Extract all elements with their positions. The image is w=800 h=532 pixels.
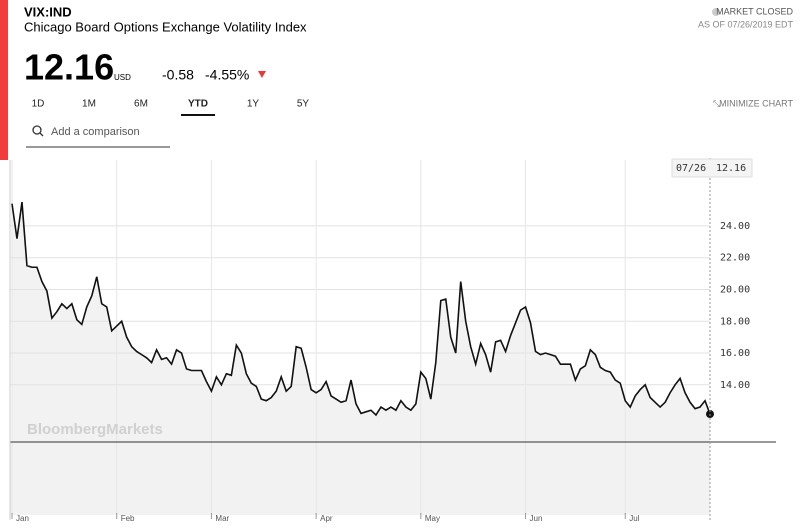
minimize-icon[interactable]: ⤡	[713, 98, 720, 108]
x-tick-label: Jul	[629, 514, 639, 523]
accent-bar	[0, 0, 8, 160]
change: -0.58	[162, 67, 194, 83]
range-tab[interactable]: 6M	[134, 99, 148, 110]
comparison-input[interactable]: Add a comparison	[51, 126, 140, 138]
status-dot	[712, 8, 720, 16]
minimize-chart[interactable]: MINIMIZE CHART	[719, 98, 793, 108]
x-tick-label: May	[425, 514, 440, 523]
ticker: VIX:IND	[24, 4, 72, 19]
y-tick-label: 24.00	[720, 221, 750, 232]
price: 12.16	[24, 47, 114, 88]
y-tick-label: 14.00	[720, 380, 750, 391]
change-pct: -4.55%	[205, 67, 249, 83]
y-tick-label: 18.00	[720, 316, 750, 327]
y-tick-label: 20.00	[720, 284, 750, 295]
watermark: BloombergMarkets	[27, 421, 163, 438]
range-tab[interactable]: 5Y	[297, 99, 310, 110]
security-name: Chicago Board Options Exchange Volatilit…	[24, 19, 307, 34]
x-tick-label: Jun	[530, 514, 543, 523]
as-of: AS OF 07/26/2019 EDT	[698, 19, 794, 29]
price-line	[11, 201, 711, 417]
x-tick-label: Apr	[320, 514, 333, 523]
x-tick-label: Feb	[121, 514, 135, 523]
down-arrow	[258, 71, 266, 78]
x-tick-label: Jan	[16, 514, 29, 523]
search-icon	[39, 132, 44, 137]
y-tick-label: 16.00	[720, 348, 750, 359]
market-status: MARKET CLOSED	[716, 6, 793, 16]
currency: USD	[114, 73, 131, 82]
range-tab[interactable]: 1D	[32, 99, 45, 110]
x-tick-label: Mar	[215, 514, 229, 523]
last-box	[671, 158, 753, 178]
last-date: 07/26	[676, 163, 706, 174]
last-value: 12.16	[716, 163, 746, 174]
range-tab[interactable]: YTD	[188, 99, 208, 110]
area	[12, 202, 710, 442]
y-tick-label: 22.00	[720, 253, 750, 264]
range-tab[interactable]: 1Y	[247, 99, 260, 110]
lower-panel	[10, 442, 710, 515]
range-tab[interactable]: 1M	[82, 99, 96, 110]
search-icon	[32, 125, 42, 135]
